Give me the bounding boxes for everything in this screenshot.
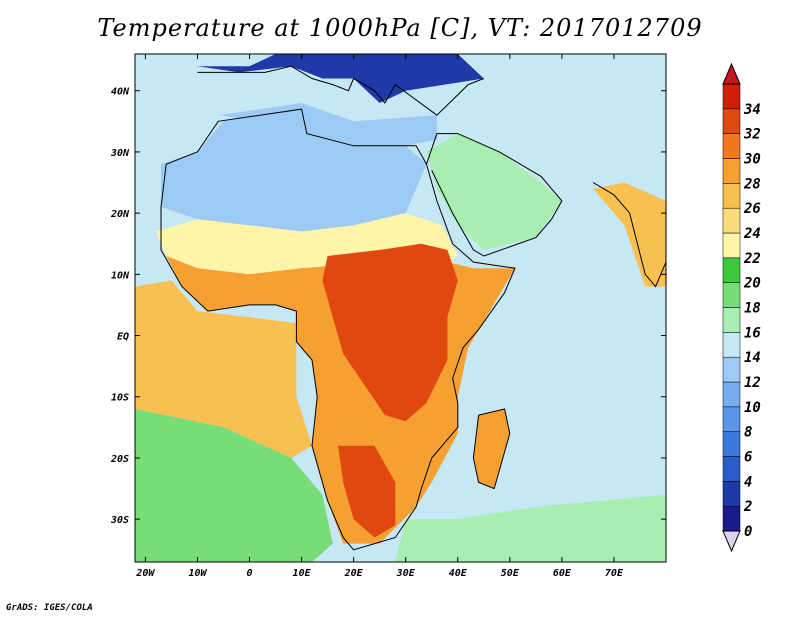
region-europe: [197, 54, 484, 103]
lat-tick-label: 30S: [110, 515, 129, 526]
colorbar-label: 24: [743, 226, 761, 242]
colorbar-label: 22: [743, 251, 761, 267]
lon-tick-label: 10E: [293, 568, 312, 579]
axes: 20W 10W 0 10E 20E 30E 40E 50E 60E 70E 40N 30N 20N 10N…: [110, 54, 666, 579]
colorbar-label: 26: [743, 201, 761, 217]
lat-tick-label: EQ: [117, 332, 129, 343]
colorbar-swatch: [722, 505, 741, 532]
colorbar-label: 0: [744, 524, 752, 540]
colorbar-swatch: [722, 381, 741, 408]
lon-tick-label: 70E: [605, 568, 624, 579]
colorbar-label: 16: [744, 325, 761, 341]
colorbar-swatch: [722, 207, 741, 234]
lon-tick-label: 50E: [501, 568, 520, 579]
region-madagascar: [473, 409, 510, 489]
region-south-atlantic: [135, 409, 333, 562]
coastline-3: [472, 408, 511, 490]
colorbar-swatch: [722, 183, 741, 209]
colorbar-swatch: [722, 257, 741, 283]
colorbar-swatch: [722, 108, 741, 134]
coastline-2: [592, 182, 666, 288]
region-india: [593, 182, 666, 287]
colorbar-label: 20: [743, 276, 761, 292]
colorbar-label: 30: [743, 152, 761, 168]
region-arabia: [426, 133, 562, 250]
coastline-0: [160, 108, 516, 551]
lon-tick-label: 30E: [396, 568, 416, 579]
credit-label: GrADS: IGES/COLA: [6, 603, 93, 613]
lon-tick-label: 40E: [449, 568, 468, 579]
coastlines: [160, 65, 666, 551]
region-sahara: [161, 109, 427, 232]
temperature-field: [135, 54, 666, 562]
lat-tick-label: 10N: [111, 270, 130, 281]
chart-title: Temperature at 1000hPa [C], VT: 20170127…: [97, 14, 703, 42]
colorbar-high-arrow: [722, 62, 741, 85]
colorbar-low-arrow: [722, 530, 741, 553]
lon-tick-label: 20E: [344, 568, 364, 579]
region-tropical-ocean: [135, 280, 312, 458]
lat-tick-label: 20S: [110, 454, 129, 465]
colorbar-swatch: [722, 232, 741, 259]
lat-tick-label: 40N: [111, 87, 130, 98]
lon-tick-label: 60E: [553, 568, 572, 579]
colorbar-swatch: [722, 133, 741, 159]
colorbar-label: 10: [744, 400, 761, 416]
colorbar-swatch: [722, 158, 741, 184]
colorbar-swatch: [722, 431, 741, 457]
colorbar-label: 4: [744, 474, 752, 490]
colorbar-swatch: [722, 307, 741, 333]
colorbar-label: 6: [744, 450, 752, 466]
colorbar-label: 28: [743, 176, 761, 192]
lon-tick-label: 20W: [135, 568, 155, 579]
colorbar-swatch: [722, 83, 741, 110]
colorbar-label: 12: [744, 375, 761, 391]
colorbar-label: 18: [744, 301, 761, 317]
colorbar-label: 14: [744, 350, 761, 366]
colorbar-swatch: [722, 332, 741, 358]
colorbar-swatch: [722, 456, 741, 482]
lon-tick-label: 0: [247, 568, 253, 579]
colorbar-swatch: [722, 481, 741, 507]
colorbar-swatch: [722, 406, 741, 432]
region-southern-ocean: [395, 494, 666, 562]
colorbar-label: 32: [743, 127, 761, 143]
lat-tick-label: 20N: [110, 209, 130, 220]
colorbar-swatch: [722, 356, 741, 383]
plot-frame: [134, 53, 667, 563]
coastline-4: [197, 65, 484, 116]
region-east-africa-hot: [322, 243, 458, 422]
lat-tick-label: 10S: [111, 393, 129, 404]
colorbar-label: 2: [743, 499, 752, 515]
colorbar-label: 34: [743, 102, 761, 118]
coastline-1: [426, 133, 563, 257]
lon-tick-label: 10W: [188, 568, 207, 579]
region-kalahari-hot: [338, 445, 396, 538]
colorbar-label: 8: [744, 425, 752, 441]
colorbar-swatch: [722, 282, 741, 308]
lat-tick-label: 30N: [110, 148, 130, 159]
